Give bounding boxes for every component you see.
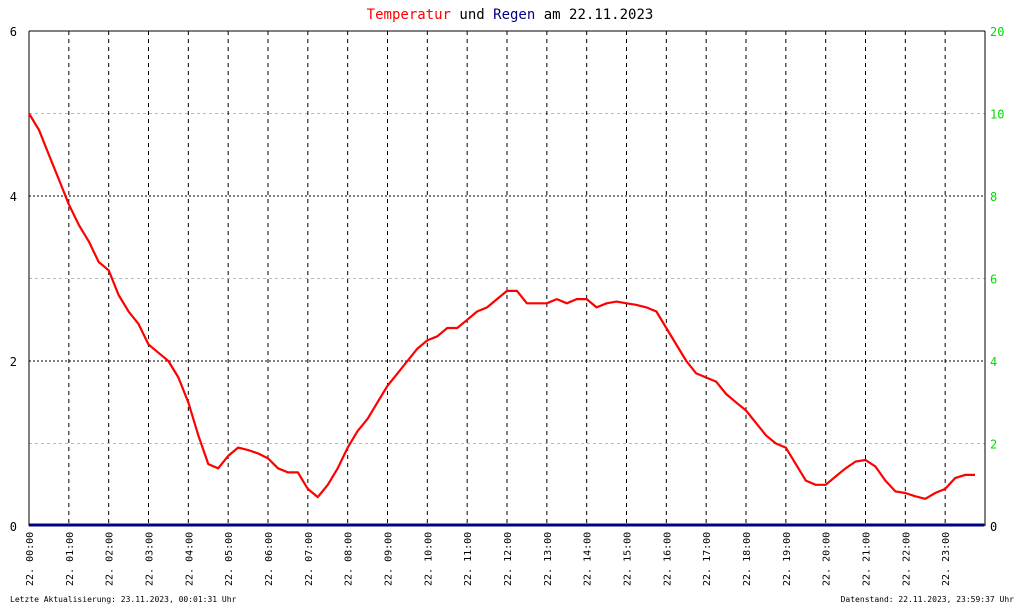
- footer-last-update: Letzte Aktualisierung: 23.11.2023, 00:01…: [10, 595, 237, 604]
- title-date: 22.11.2023: [569, 7, 653, 23]
- y-tick-label-right: 0: [990, 520, 997, 534]
- x-tick-label: 22. 14:00: [583, 532, 594, 586]
- x-tick-label: 22. 10:00: [423, 532, 434, 586]
- y-tick-label-right: 8: [990, 190, 997, 204]
- x-tick-label: 22. 03:00: [145, 532, 156, 586]
- y-tick-label-left: 6: [10, 25, 17, 39]
- x-tick-label: 22. 01:00: [65, 532, 76, 586]
- x-tick-label: 22. 07:00: [304, 532, 315, 586]
- x-tick-label: 22. 13:00: [543, 532, 554, 586]
- grid-layer: [29, 31, 985, 526]
- title-und: und: [459, 7, 484, 23]
- x-tick-label: 22. 04:00: [184, 532, 195, 586]
- x-tick-label: 22. 22:00: [901, 532, 912, 586]
- x-tick-label: 22. 09:00: [384, 532, 395, 586]
- labels-layer: 0 2 4 6 0 2 4 6 8 10 20 22. 00:00 22. 01:00 22. 02:00…: [10, 25, 1005, 586]
- y-tick-label-right: 4: [990, 355, 997, 369]
- y-tick-label-right: 10: [990, 108, 1004, 122]
- x-tick-label: 22. 05:00: [224, 532, 235, 586]
- x-tick-label: 22. 02:00: [105, 532, 116, 586]
- x-tick-label: 22. 20:00: [822, 532, 833, 586]
- chart-title: Temperatur und Regen am 22.11.2023: [367, 7, 654, 23]
- title-regen: Regen: [493, 7, 535, 23]
- footer-data-status: Datenstand: 22.11.2023, 23:59:37 Uhr: [841, 595, 1015, 604]
- y-tick-label-right: 2: [990, 438, 997, 452]
- y-tick-label-left: 2: [10, 355, 17, 369]
- x-tick-label: 22. 15:00: [623, 532, 634, 586]
- x-tick-label: 22. 17:00: [702, 532, 713, 586]
- x-tick-label: 22. 06:00: [264, 532, 275, 586]
- x-tick-label: 22. 12:00: [503, 532, 514, 586]
- x-tick-label: 22. 00:00: [25, 532, 36, 586]
- title-temperatur: Temperatur: [367, 7, 451, 23]
- y-tick-label-right: 6: [990, 273, 997, 287]
- x-tick-label: 22. 16:00: [662, 532, 673, 586]
- x-tick-label: 22. 08:00: [344, 532, 355, 586]
- title-am: am: [544, 7, 561, 23]
- y-tick-label-left: 4: [10, 190, 17, 204]
- x-tick-label: 22. 18:00: [742, 532, 753, 586]
- x-tick-label: 22. 21:00: [862, 532, 873, 586]
- x-tick-label: 22. 23:00: [941, 532, 952, 586]
- series-layer: [28, 112, 985, 527]
- y-tick-label-right: 20: [990, 25, 1004, 39]
- temperature-line: [28, 112, 975, 500]
- x-tick-label: 22. 11:00: [463, 532, 474, 586]
- y-tick-label-left: 0: [10, 520, 17, 534]
- x-tick-label: 22. 19:00: [782, 532, 793, 586]
